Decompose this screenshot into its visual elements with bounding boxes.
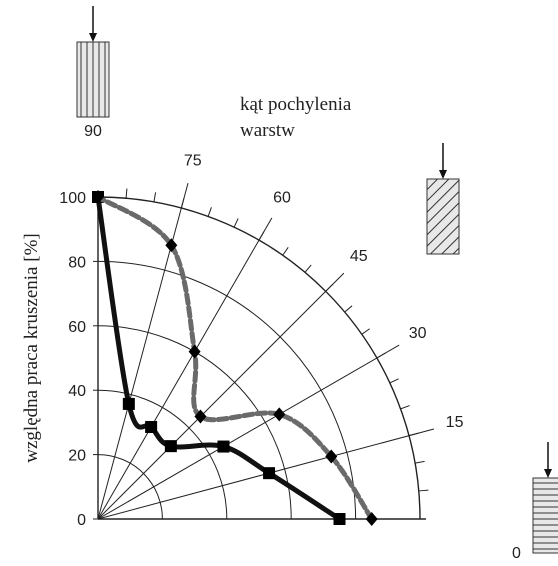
angle-axis-label-line2: warstw [240, 120, 295, 141]
angle-tick-label: 0 [512, 545, 521, 561]
outer-tick-mark [400, 405, 410, 410]
outer-tick-mark [408, 432, 419, 437]
specimen-0-deg [532, 442, 558, 554]
outer-tick-mark [153, 192, 157, 202]
series-0-point [333, 513, 346, 525]
series-0-point [263, 467, 276, 480]
specimen-hatch [77, 42, 109, 117]
specimen-45-deg [426, 143, 460, 255]
grid-spoke-75 [97, 182, 189, 520]
angle-tick-label: 30 [409, 325, 427, 342]
y-tick-label: 80 [68, 254, 86, 271]
series-1-line [95, 194, 375, 522]
series-1-point [188, 344, 201, 359]
specimen-90-deg [76, 6, 110, 118]
specimen-hatch [427, 179, 459, 254]
outer-tick-mark [418, 489, 429, 492]
outer-tick-mark [344, 305, 353, 313]
labels-layer: 0 20 40 60 80 100 0 15 30 45 60 75 90 [59, 123, 521, 562]
outer-tick-mark [304, 264, 312, 273]
y-tick-label: 60 [68, 319, 86, 336]
y-axis-label: względna praca kruszenia [%] [21, 233, 42, 462]
y-tick-label: 40 [68, 383, 86, 400]
grid-spoke-30 [97, 344, 400, 520]
outer-tick-mark [207, 207, 212, 217]
outer-tick-mark [361, 328, 370, 335]
grid-spoke-45 [97, 272, 345, 520]
load-arrow-head [544, 469, 552, 478]
load-arrow-head [439, 170, 447, 179]
series-1-point [325, 449, 338, 464]
y-tick-label: 20 [68, 448, 86, 465]
series-0-point [217, 440, 230, 453]
series-1-point [194, 409, 207, 424]
outer-tick-mark [180, 198, 185, 209]
y-tick-label: 100 [59, 190, 86, 207]
grid-spoke-60 [97, 217, 273, 520]
outer-tick-mark [282, 247, 289, 256]
series-1-point [92, 190, 104, 204]
series-0-line [95, 194, 342, 522]
series-1-point [365, 512, 378, 526]
angle-tick-label: 15 [446, 414, 464, 431]
angle-tick-label: 75 [184, 152, 202, 169]
load-arrow-head [89, 33, 97, 42]
specimen-hatch [533, 478, 558, 553]
angle-tick-label: 60 [273, 189, 291, 206]
angle-axis-label-line1: kąt pochylenia [240, 94, 352, 115]
outer-tick-mark [233, 218, 239, 228]
series-layer [92, 190, 378, 526]
outer-tick-mark [125, 188, 128, 199]
y-tick-label: 0 [77, 512, 86, 529]
specimen-layer [76, 6, 558, 554]
ticks-layer [93, 188, 429, 520]
series-0-point [122, 397, 135, 410]
series-0-point [145, 420, 158, 433]
outer-tick-mark [389, 378, 399, 384]
series-1-point [165, 238, 178, 253]
angle-tick-label: 45 [350, 248, 368, 265]
angle-tick-label: 90 [84, 123, 102, 140]
outer-tick-mark [415, 460, 425, 464]
outer-tick-mark [376, 352, 386, 359]
series-1-point [273, 407, 286, 422]
outer-tick-mark [325, 284, 333, 292]
series-0-point [164, 440, 177, 453]
outer-tick-mark [258, 231, 265, 241]
